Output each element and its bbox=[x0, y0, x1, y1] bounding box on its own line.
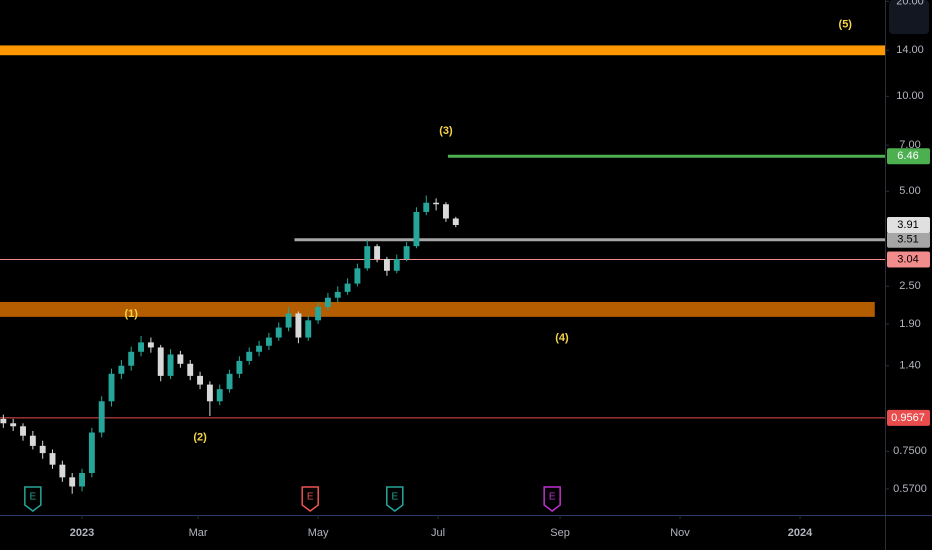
plot-area: (1) (2) (3) (4) (5) E E E E bbox=[0, 18, 885, 512]
earnings-marker bbox=[301, 486, 319, 512]
y-tick-label: 1.40 bbox=[899, 360, 920, 372]
zone-band bbox=[0, 301, 875, 317]
candle-body bbox=[236, 360, 243, 374]
candle-body bbox=[275, 327, 282, 338]
price-tag-label: 6.46 bbox=[897, 150, 918, 162]
candle-body bbox=[344, 283, 351, 292]
candle-body bbox=[138, 342, 144, 352]
candle-body bbox=[187, 363, 194, 376]
wave-label: (4) bbox=[555, 332, 569, 344]
earnings-marker bbox=[386, 486, 404, 512]
candle-body bbox=[334, 291, 341, 298]
earnings-label: E bbox=[549, 492, 556, 503]
candle-body bbox=[167, 354, 174, 376]
y-tick-label: 14.00 bbox=[896, 44, 924, 56]
price-tag bbox=[887, 231, 930, 248]
price-tag-label: 3.91 bbox=[897, 219, 918, 231]
wave-label: (2) bbox=[193, 431, 207, 443]
candle-body bbox=[49, 453, 56, 465]
candle-body bbox=[10, 423, 17, 427]
earnings-marker bbox=[24, 486, 42, 512]
price-tag-label: 3.51 bbox=[897, 234, 918, 246]
candle-body bbox=[315, 306, 322, 321]
candle-body bbox=[157, 347, 164, 376]
zone-band bbox=[0, 45, 885, 56]
candle-body bbox=[246, 351, 253, 361]
y-tick-label: 5.00 bbox=[899, 185, 920, 197]
candle-body bbox=[59, 464, 66, 478]
earnings-label: E bbox=[391, 492, 398, 503]
y-tick-label: 0.5700 bbox=[893, 483, 927, 495]
y-tick-label: 10.00 bbox=[896, 90, 924, 102]
candle-body bbox=[383, 259, 390, 271]
x-tick-label: Mar bbox=[189, 527, 208, 539]
candle-body bbox=[226, 373, 233, 390]
candle-body bbox=[177, 354, 184, 364]
price-tag-label: 0.9567 bbox=[891, 412, 925, 424]
candle-body bbox=[354, 268, 361, 284]
candle-body bbox=[423, 202, 430, 212]
candle-body bbox=[295, 313, 302, 338]
candle-body bbox=[374, 246, 381, 260]
candle-body bbox=[29, 435, 36, 446]
candle-body bbox=[324, 297, 331, 307]
y-tick-label: 0.7500 bbox=[893, 445, 927, 457]
candle-body bbox=[216, 389, 223, 402]
candle-body bbox=[128, 351, 135, 366]
candle-body bbox=[0, 418, 7, 424]
x-tick-label: Nov bbox=[670, 527, 690, 539]
candle-body bbox=[442, 204, 449, 219]
y-tick-label: 7.00 bbox=[899, 139, 920, 151]
price-tag bbox=[887, 251, 930, 268]
candle-body bbox=[433, 202, 440, 205]
candle-body bbox=[265, 337, 272, 346]
candle-body bbox=[79, 472, 85, 487]
wave-label: (3) bbox=[439, 125, 453, 137]
price-tag bbox=[887, 409, 930, 426]
candle-body bbox=[393, 259, 400, 271]
candle-body bbox=[256, 345, 263, 352]
candle-body bbox=[285, 313, 292, 328]
candle-body bbox=[98, 401, 105, 433]
price-tag bbox=[887, 148, 930, 165]
x-tick-label: Sep bbox=[550, 527, 570, 539]
earnings-label: E bbox=[30, 492, 37, 503]
x-tick-label: 2024 bbox=[788, 527, 813, 539]
price-tag bbox=[887, 217, 930, 234]
earnings-label: E bbox=[307, 492, 314, 503]
candle-body bbox=[147, 342, 154, 348]
x-tick-label: May bbox=[308, 527, 329, 539]
candle-body bbox=[108, 373, 115, 402]
y-tick-label: 2.50 bbox=[899, 280, 920, 292]
candle-body bbox=[39, 445, 46, 454]
candle-body bbox=[452, 218, 459, 226]
y-tick-label: 1.90 bbox=[899, 318, 920, 330]
candle-body bbox=[305, 320, 312, 338]
candle-body bbox=[69, 477, 76, 487]
y-tick-label: 20.00 bbox=[896, 0, 924, 7]
candle-body bbox=[20, 426, 26, 436]
price-tag-label: 3.04 bbox=[897, 253, 918, 265]
candle-body bbox=[364, 246, 371, 269]
candle-body bbox=[197, 375, 204, 385]
candle-body bbox=[206, 384, 213, 402]
settings-button[interactable] bbox=[889, 0, 929, 34]
candle-body bbox=[118, 365, 125, 374]
earnings-marker bbox=[543, 486, 561, 512]
candle-body bbox=[413, 211, 420, 247]
x-tick-label: 2023 bbox=[70, 527, 94, 539]
x-tick-label: Jul bbox=[431, 527, 445, 539]
candle-body bbox=[403, 246, 410, 260]
wave-label: (1) bbox=[124, 308, 138, 320]
wave-label: (5) bbox=[839, 18, 853, 30]
candle-body bbox=[88, 432, 95, 473]
